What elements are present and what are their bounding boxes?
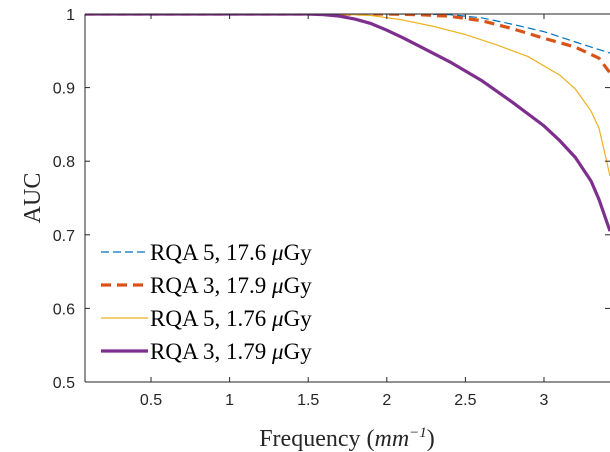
legend-label-2: RQA 3, 17.9 μGy xyxy=(150,273,312,298)
legend-label-unit: Gy xyxy=(284,306,313,331)
x-tick-label: 2 xyxy=(382,392,391,409)
legend-label-3: RQA 5, 1.76 μGy xyxy=(150,306,312,331)
legend-label-mu: μ xyxy=(271,339,284,364)
x-tick-label: 2.5 xyxy=(454,392,476,409)
x-tick-label: 1 xyxy=(225,392,234,409)
x-axis-title-text: Frequency xyxy=(259,426,360,452)
legend-label-unit: Gy xyxy=(284,273,313,298)
legend-label-unit: Gy xyxy=(284,339,313,364)
x-axis-title: Frequency (mm−1) xyxy=(259,425,435,452)
x-axis-unit-exponent: −1 xyxy=(409,425,427,441)
legend-label-text: RQA 3, 17.9 xyxy=(150,273,272,298)
legend-label-mu: μ xyxy=(271,273,284,298)
legend-label-4: RQA 3, 1.79 μGy xyxy=(150,339,312,364)
x-axis-unit-base: mm xyxy=(375,426,410,452)
axes-layer xyxy=(84,13,610,383)
x-axis-title-open-paren: ( xyxy=(361,426,375,452)
series-line-2 xyxy=(85,14,610,74)
legend-label-unit: Gy xyxy=(284,240,313,265)
x-tick-label: 1.5 xyxy=(297,392,319,409)
ticks-layer: 0.5 1 1.5 2 2.5 3 0.5 0.6 0.7 0.8 0.9 1 xyxy=(53,7,610,409)
legend-label-text: RQA 3, 1.79 xyxy=(150,339,272,364)
series-line-4 xyxy=(85,14,610,232)
y-tick-label: 0.9 xyxy=(53,81,75,98)
plot-area xyxy=(85,14,610,382)
x-tick-label: 3 xyxy=(540,392,549,409)
y-tick-label: 1 xyxy=(66,7,75,24)
x-axis-title-close-paren: ) xyxy=(427,426,435,452)
legend-label-mu: μ xyxy=(271,306,284,331)
y-tick-label: 0.8 xyxy=(53,154,75,171)
x-tick-label: 0.5 xyxy=(140,392,162,409)
legend-label-text: RQA 5, 17.6 xyxy=(150,240,272,265)
y-tick-label: 0.7 xyxy=(53,228,75,245)
series-line-1 xyxy=(85,14,610,54)
y-axis-title: AUC xyxy=(20,173,46,224)
legend-label-mu: μ xyxy=(271,240,284,265)
legend-label-1: RQA 5, 17.6 μGy xyxy=(150,240,312,265)
legend-label-text: RQA 5, 1.76 xyxy=(150,306,272,331)
y-tick-label: 0.6 xyxy=(53,301,75,318)
y-tick-label: 0.5 xyxy=(53,375,75,392)
